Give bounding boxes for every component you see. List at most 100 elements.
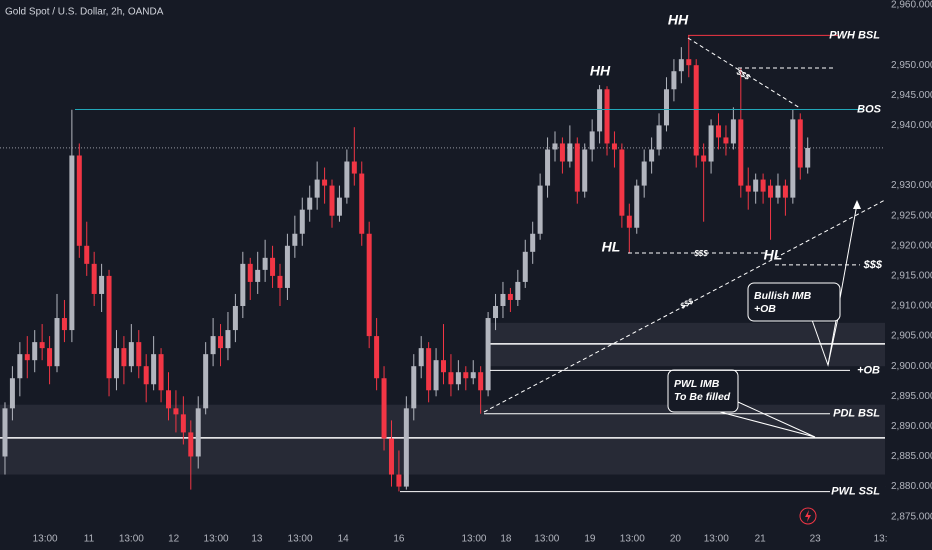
y-tick-label: 2,930.000 bbox=[891, 180, 932, 191]
candle-body bbox=[240, 263, 246, 306]
y-tick-label: 2,960.000 bbox=[891, 0, 932, 11]
candle-body bbox=[128, 342, 134, 367]
candle-body bbox=[493, 305, 499, 319]
candle-body bbox=[336, 197, 342, 216]
candle-body bbox=[545, 149, 551, 186]
level-name: +OB bbox=[857, 364, 880, 376]
candle-body bbox=[663, 89, 669, 126]
candle-body bbox=[775, 185, 781, 198]
candle-body bbox=[619, 149, 625, 216]
candle-body bbox=[61, 318, 67, 331]
candle-body bbox=[24, 354, 30, 361]
x-tick-label: 13: bbox=[874, 534, 888, 545]
candle-body bbox=[515, 281, 521, 300]
x-tick-label: 13 bbox=[251, 534, 263, 545]
candle-body bbox=[277, 275, 283, 288]
level-name: PDL BSL bbox=[833, 408, 880, 420]
candle-body bbox=[165, 390, 171, 409]
y-tick-label: 2,915.000 bbox=[891, 271, 932, 282]
annotation: HH bbox=[668, 12, 689, 28]
y-tick-label: 2,895.000 bbox=[891, 391, 932, 402]
arrow-line bbox=[827, 203, 858, 366]
candle-body bbox=[738, 119, 744, 186]
candle-body bbox=[76, 155, 82, 246]
candle-body bbox=[701, 155, 707, 162]
candles bbox=[2, 35, 811, 492]
y-tick-label: 2,890.000 bbox=[891, 421, 932, 432]
candle-body bbox=[678, 59, 684, 72]
x-tick-label: 20 bbox=[670, 534, 682, 545]
candle-body bbox=[530, 233, 536, 252]
x-tick-label: 23 bbox=[810, 534, 822, 545]
candle-body bbox=[359, 173, 365, 234]
candle-body bbox=[522, 251, 528, 282]
candle-body bbox=[299, 209, 305, 234]
x-tick-label: 19 bbox=[584, 534, 596, 545]
y-tick-label: 2,910.000 bbox=[891, 301, 932, 312]
y-tick-label: 2,920.000 bbox=[891, 240, 932, 251]
candle-body bbox=[418, 348, 424, 367]
y-tick-label: 2,950.000 bbox=[891, 60, 932, 71]
candle-body bbox=[218, 336, 224, 349]
y-tick-label: 2,945.000 bbox=[891, 90, 932, 101]
candle-body bbox=[708, 125, 714, 162]
candle-body bbox=[649, 149, 655, 162]
candle-body bbox=[805, 147, 811, 168]
candle-body bbox=[247, 263, 253, 282]
y-tick-label: 2,905.000 bbox=[891, 331, 932, 342]
candle-body bbox=[151, 354, 157, 385]
x-tick-label: 11 bbox=[84, 534, 95, 545]
candle-body bbox=[411, 366, 417, 409]
x-tick-label: 13:00 bbox=[461, 534, 486, 545]
x-tick-label: 13:00 bbox=[534, 534, 559, 545]
dashed-line bbox=[687, 37, 801, 109]
x-tick-label: 12 bbox=[168, 534, 180, 545]
candle-body bbox=[537, 185, 543, 234]
candle-body bbox=[225, 330, 231, 349]
axis-background bbox=[886, 0, 932, 550]
candle-body bbox=[745, 185, 751, 192]
candle-body bbox=[106, 275, 112, 379]
candle-body bbox=[158, 354, 164, 391]
candle-body bbox=[366, 233, 372, 337]
x-tick-label: 21 bbox=[755, 534, 767, 545]
candle-body bbox=[344, 161, 350, 198]
callout-text: +OB bbox=[754, 303, 776, 315]
candle-body bbox=[463, 372, 469, 379]
candle-body bbox=[270, 257, 276, 276]
x-tick-label: 13:00 bbox=[33, 534, 58, 545]
candle-body bbox=[693, 65, 699, 156]
candle-body bbox=[388, 438, 394, 475]
annotation: $$$ bbox=[693, 249, 708, 258]
candle-body bbox=[113, 348, 119, 379]
time-axis-background bbox=[0, 528, 886, 550]
callout-text: Bullish IMB bbox=[754, 290, 812, 302]
candle-body bbox=[262, 257, 268, 270]
candle-body bbox=[17, 354, 23, 379]
candle-body bbox=[597, 89, 603, 132]
candle-body bbox=[730, 119, 736, 144]
candle-body bbox=[396, 474, 402, 487]
candle-body bbox=[448, 372, 454, 385]
candle-body bbox=[136, 342, 142, 367]
candle-body bbox=[54, 318, 60, 367]
y-tick-label: 2,925.000 bbox=[891, 210, 932, 221]
candle-body bbox=[188, 432, 194, 457]
alert-icon-bolt bbox=[805, 510, 811, 522]
x-tick-label: 13:00 bbox=[704, 534, 729, 545]
candle-body bbox=[441, 360, 447, 373]
y-tick-label: 2,880.000 bbox=[891, 481, 932, 492]
alert-icon[interactable] bbox=[799, 507, 817, 525]
candle-body bbox=[634, 185, 640, 228]
candle-body bbox=[604, 89, 610, 144]
candle-body bbox=[559, 143, 565, 162]
callout-pointer bbox=[811, 317, 839, 367]
candle-body bbox=[381, 378, 387, 439]
level-name: $$$ bbox=[863, 259, 883, 271]
candle-body bbox=[790, 119, 796, 198]
x-tick-label: 13:00 bbox=[119, 534, 144, 545]
chart-title: Gold Spot / U.S. Dollar, 2h, OANDA bbox=[5, 7, 164, 18]
candle-body bbox=[716, 125, 722, 138]
